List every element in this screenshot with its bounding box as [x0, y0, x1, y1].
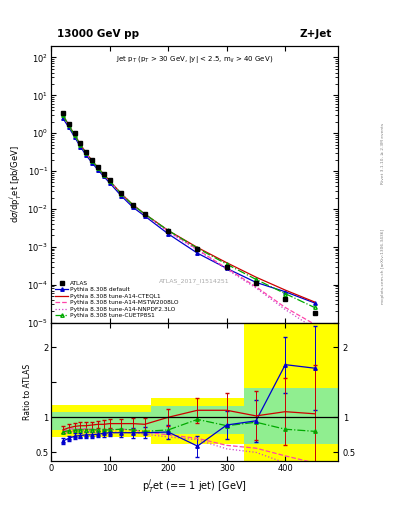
Text: 13000 GeV pp: 13000 GeV pp — [57, 29, 139, 39]
Text: Rivet 3.1.10, ≥ 2.3M events: Rivet 3.1.10, ≥ 2.3M events — [381, 123, 385, 184]
Y-axis label: Ratio to ATLAS: Ratio to ATLAS — [24, 364, 32, 420]
X-axis label: p$^{j}_{T}$et (== 1 jet) [GeV]: p$^{j}_{T}$et (== 1 jet) [GeV] — [142, 477, 247, 495]
Text: Jet p$_{T}$ (p$_{T}$ > 30 GeV, |y| < 2.5, m$_{ll}$ > 40 GeV): Jet p$_{T}$ (p$_{T}$ > 30 GeV, |y| < 2.5… — [116, 54, 273, 66]
Text: ATLAS_2017_I1514251: ATLAS_2017_I1514251 — [159, 278, 230, 284]
Text: Z+Jet: Z+Jet — [300, 29, 332, 39]
Legend: ATLAS, Pythia 8.308 default, Pythia 8.308 tune-A14-CTEQL1, Pythia 8.308 tune-A14: ATLAS, Pythia 8.308 default, Pythia 8.30… — [54, 280, 180, 319]
Y-axis label: d$\sigma$/dp$^{j}_{T}$et [pb/GeV]: d$\sigma$/dp$^{j}_{T}$et [pb/GeV] — [8, 145, 24, 223]
Text: mcplots.cern.ch [arXiv:1306.3436]: mcplots.cern.ch [arXiv:1306.3436] — [381, 229, 385, 304]
